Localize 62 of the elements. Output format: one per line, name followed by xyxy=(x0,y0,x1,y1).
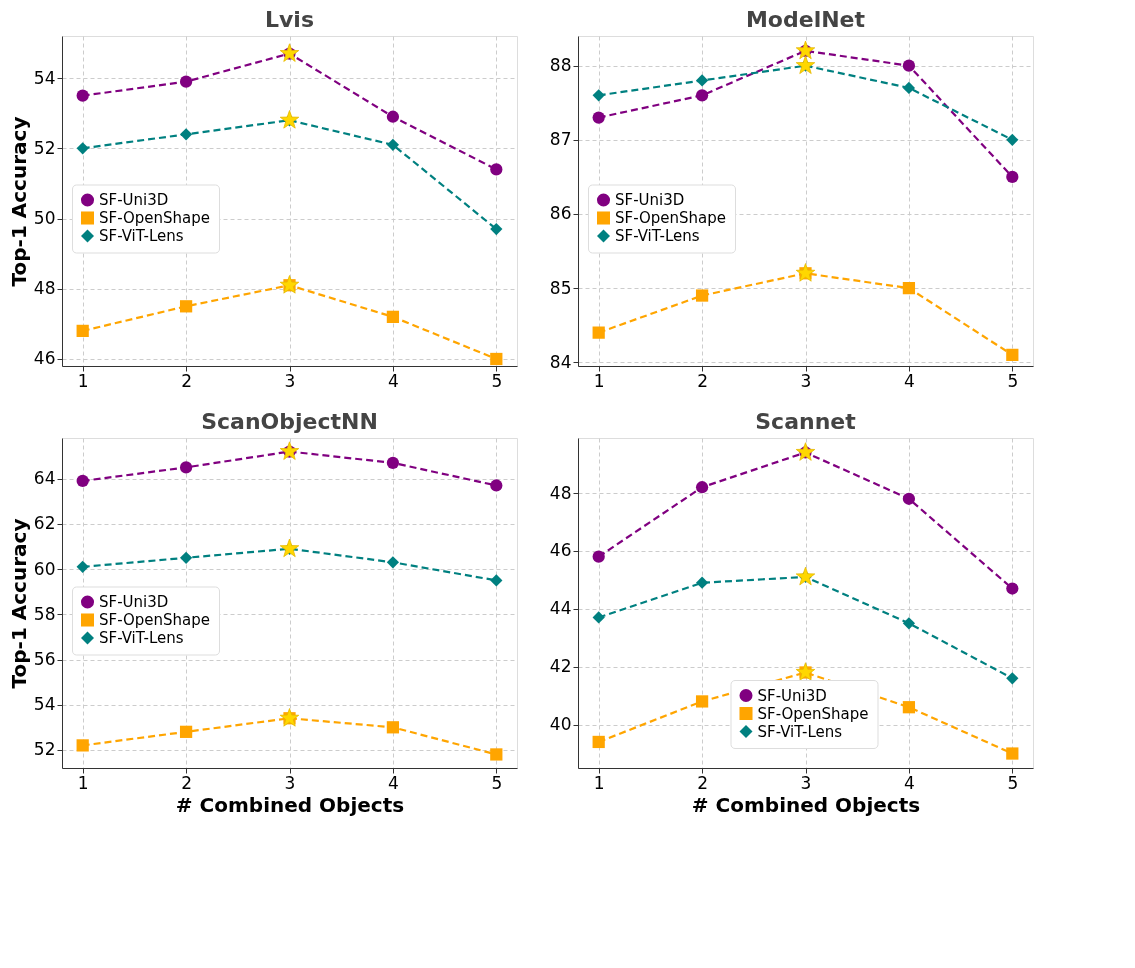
y-tick-label: 86 xyxy=(549,203,572,224)
x-tick-label: 3 xyxy=(800,370,812,391)
chart-title: ModelNet xyxy=(745,7,866,32)
y-tick-label: 46 xyxy=(549,540,572,561)
chart-title: Scannet xyxy=(755,409,857,434)
legend-label: SF-OpenShape xyxy=(757,704,869,723)
x-tick-label: 5 xyxy=(1007,772,1019,793)
y-tick-label: 84 xyxy=(549,351,572,372)
y-tick-label: 56 xyxy=(33,649,56,670)
y-tick-label: 48 xyxy=(33,278,56,299)
legend-label: SF-ViT-Lens xyxy=(99,227,184,245)
x-tick-label: 4 xyxy=(388,370,399,391)
x-tick-label: 5 xyxy=(491,772,503,793)
y-axis-title: Top-1 Accuracy xyxy=(6,116,31,287)
x-tick-label: 4 xyxy=(903,370,915,391)
legend-label: SF-ViT-Lens xyxy=(757,722,843,741)
legend-label: SF-Uni3D xyxy=(615,191,685,209)
y-tick-label: 48 xyxy=(549,482,572,503)
x-tick-label: 1 xyxy=(593,370,605,391)
chart-title: Lvis xyxy=(265,7,314,32)
x-tick-label: 1 xyxy=(593,772,605,793)
x-tick-label: 4 xyxy=(388,772,399,793)
y-tick-label: 52 xyxy=(33,137,56,158)
x-tick-label: 2 xyxy=(181,772,192,793)
y-axis-title: Top-1 Accuracy xyxy=(6,518,31,689)
legend-label: SF-ViT-Lens xyxy=(615,227,700,245)
x-tick-label: 3 xyxy=(800,772,812,793)
x-tick-label: 5 xyxy=(1007,370,1019,391)
y-tick-label: 50 xyxy=(33,208,56,229)
legend-label: SF-OpenShape xyxy=(99,611,211,629)
y-tick-label: 85 xyxy=(549,277,572,298)
y-tick-label: 46 xyxy=(33,348,56,369)
legend-label: SF-Uni3D xyxy=(757,686,827,705)
x-tick-label: 3 xyxy=(284,772,296,793)
legend-label: SF-Uni3D xyxy=(99,191,169,209)
legend-label: SF-OpenShape xyxy=(615,209,727,227)
x-tick-label: 2 xyxy=(181,370,192,391)
legend-label: SF-ViT-Lens xyxy=(99,629,184,647)
legend-label: SF-OpenShape xyxy=(99,209,211,227)
x-tick-label: 2 xyxy=(697,370,709,391)
y-tick-label: 60 xyxy=(33,558,56,579)
x-tick-label: 2 xyxy=(697,772,709,793)
y-tick-label: 54 xyxy=(33,694,56,715)
y-tick-label: 64 xyxy=(33,468,56,489)
x-tick-label: 1 xyxy=(77,772,89,793)
x-tick-label: 1 xyxy=(77,370,89,391)
y-tick-label: 62 xyxy=(33,513,56,534)
y-tick-label: 40 xyxy=(549,714,572,735)
y-tick-label: 42 xyxy=(549,656,572,677)
x-tick-label: 5 xyxy=(491,370,503,391)
y-tick-label: 44 xyxy=(549,598,572,619)
y-tick-label: 58 xyxy=(33,603,56,624)
x-axis-title: # Combined Objects xyxy=(691,792,921,817)
y-tick-label: 87 xyxy=(549,129,572,150)
legend-label: SF-Uni3D xyxy=(99,593,169,611)
y-tick-label: 88 xyxy=(549,55,572,76)
x-tick-label: 4 xyxy=(903,772,915,793)
chart-title: ScanObjectNN xyxy=(201,409,378,434)
x-tick-label: 3 xyxy=(284,370,296,391)
y-tick-label: 52 xyxy=(33,739,56,760)
x-axis-title: # Combined Objects xyxy=(175,792,405,817)
y-tick-label: 54 xyxy=(33,67,56,88)
